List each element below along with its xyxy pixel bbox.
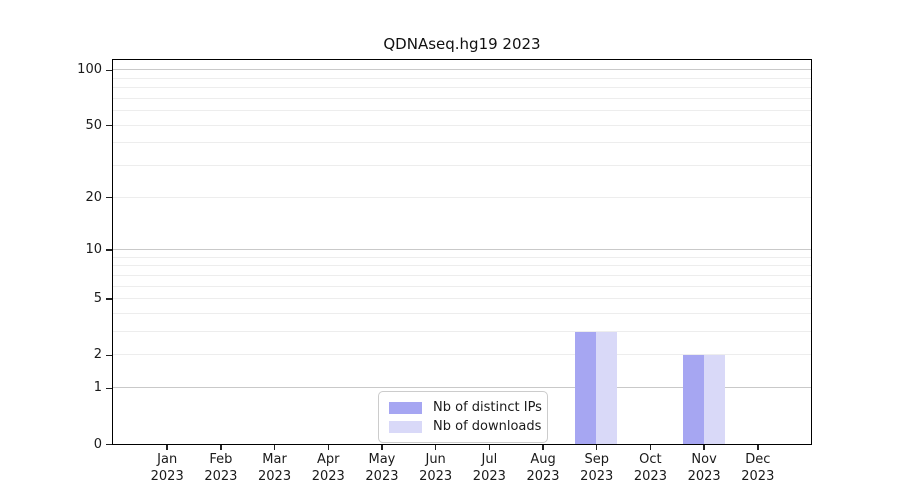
x-tick-month: Nov bbox=[691, 452, 717, 467]
y-tick bbox=[106, 443, 112, 446]
x-tick-year: 2023 bbox=[580, 469, 614, 484]
x-tick-year: 2023 bbox=[526, 469, 560, 484]
x-tick-month: Sep bbox=[584, 452, 609, 467]
gridline-minor bbox=[113, 87, 811, 89]
x-tick-label: Apr 2023 bbox=[296, 451, 360, 485]
bar-nb-of-downloads-sep bbox=[596, 331, 618, 444]
x-tick bbox=[381, 445, 383, 450]
x-tick-label: Mar 2023 bbox=[243, 451, 307, 485]
y-tick-label: 2 bbox=[93, 347, 102, 363]
gridline-minor bbox=[113, 265, 811, 267]
x-tick-month: Oct bbox=[639, 452, 662, 467]
x-tick-year: 2023 bbox=[419, 469, 453, 484]
y-tick bbox=[106, 69, 112, 72]
x-tick bbox=[757, 445, 759, 450]
y-tick-label: 1 bbox=[93, 380, 102, 396]
x-tick-label: Jan 2023 bbox=[135, 451, 199, 485]
legend-swatch-downloads bbox=[389, 420, 422, 433]
bar-nb-of-distinct-ips-nov bbox=[682, 354, 704, 444]
x-tick-label: Nov 2023 bbox=[672, 451, 736, 485]
x-tick-month: Jun bbox=[425, 452, 446, 467]
x-tick-month: May bbox=[368, 452, 396, 467]
x-tick-year: 2023 bbox=[258, 469, 292, 484]
gridline-minor bbox=[113, 196, 811, 198]
gridline-minor bbox=[113, 97, 811, 99]
x-tick-month: Dec bbox=[745, 452, 771, 467]
x-tick-month: Aug bbox=[530, 452, 556, 467]
legend-label-downloads: Nb of downloads bbox=[433, 419, 542, 434]
x-tick-year: 2023 bbox=[741, 469, 775, 484]
gridline-minor bbox=[113, 110, 811, 112]
chart-title: QDNAseq.hg19 2023 bbox=[383, 35, 541, 53]
gridline-minor bbox=[113, 165, 811, 167]
x-tick bbox=[649, 445, 652, 450]
legend-item-distinct-ips: Nb of distinct IPs bbox=[389, 398, 542, 417]
y-tick bbox=[106, 249, 112, 251]
x-tick-label: Jun 2023 bbox=[404, 451, 468, 485]
gridline-minor bbox=[113, 354, 811, 356]
x-tick-month: Feb bbox=[209, 452, 233, 467]
y-tick bbox=[106, 387, 112, 390]
x-tick-year: 2023 bbox=[472, 469, 506, 484]
bar-nb-of-downloads-nov bbox=[703, 354, 725, 444]
x-tick-year: 2023 bbox=[150, 469, 184, 484]
gridline-minor bbox=[113, 274, 811, 276]
gridline-minor bbox=[113, 256, 811, 258]
x-tick-label: Sep 2023 bbox=[565, 451, 629, 485]
gridline-minor bbox=[113, 124, 811, 126]
x-tick bbox=[273, 445, 276, 450]
x-tick bbox=[488, 445, 491, 450]
gridline-minor bbox=[113, 298, 811, 300]
x-tick bbox=[166, 445, 168, 450]
gridline-minor bbox=[113, 285, 811, 287]
gridline-minor bbox=[113, 77, 811, 79]
y-tick bbox=[106, 124, 112, 127]
x-tick bbox=[595, 445, 598, 450]
y-tick-label: 0 bbox=[93, 436, 102, 452]
x-tick-label: Feb 2023 bbox=[189, 451, 253, 485]
x-tick bbox=[542, 445, 544, 450]
x-tick-month: Mar bbox=[262, 452, 287, 467]
x-tick bbox=[434, 445, 437, 450]
gridline-minor bbox=[113, 142, 811, 144]
x-tick-year: 2023 bbox=[311, 469, 345, 484]
y-tick bbox=[106, 196, 112, 199]
gridline-major bbox=[113, 249, 811, 251]
x-tick-year: 2023 bbox=[204, 469, 238, 484]
y-tick-label: 5 bbox=[93, 291, 102, 307]
legend-item-downloads: Nb of downloads bbox=[389, 417, 541, 436]
legend-swatch-distinct-ips bbox=[389, 401, 422, 414]
gridline-minor bbox=[113, 331, 811, 333]
x-tick-year: 2023 bbox=[633, 469, 667, 484]
y-tick-label: 100 bbox=[77, 62, 102, 78]
x-tick-label: May 2023 bbox=[350, 451, 414, 485]
plot-area bbox=[112, 59, 812, 445]
x-tick-label: Dec 2023 bbox=[726, 451, 790, 485]
x-tick bbox=[220, 445, 222, 450]
x-tick bbox=[327, 445, 330, 450]
gridline-major bbox=[113, 387, 811, 389]
x-tick-label: Jul 2023 bbox=[457, 451, 521, 485]
bar-nb-of-distinct-ips-sep bbox=[575, 331, 597, 444]
y-tick-label: 20 bbox=[85, 189, 102, 205]
x-tick-year: 2023 bbox=[365, 469, 399, 484]
x-tick-label: Aug 2023 bbox=[511, 451, 575, 485]
legend-label-distinct-ips: Nb of distinct IPs bbox=[433, 400, 542, 415]
y-tick bbox=[106, 298, 112, 300]
y-tick bbox=[106, 354, 112, 357]
legend: Nb of distinct IPs Nb of downloads bbox=[378, 391, 548, 443]
y-tick-label: 50 bbox=[85, 117, 102, 133]
x-tick-month: Jan bbox=[157, 452, 178, 467]
y-tick-label: 10 bbox=[85, 242, 102, 258]
x-tick bbox=[703, 445, 705, 450]
gridline-major bbox=[113, 69, 811, 71]
x-tick-label: Oct 2023 bbox=[618, 451, 682, 485]
gridline-minor bbox=[113, 313, 811, 314]
x-tick-month: Jul bbox=[481, 452, 498, 467]
x-tick-month: Apr bbox=[317, 452, 340, 467]
x-tick-year: 2023 bbox=[687, 469, 721, 484]
